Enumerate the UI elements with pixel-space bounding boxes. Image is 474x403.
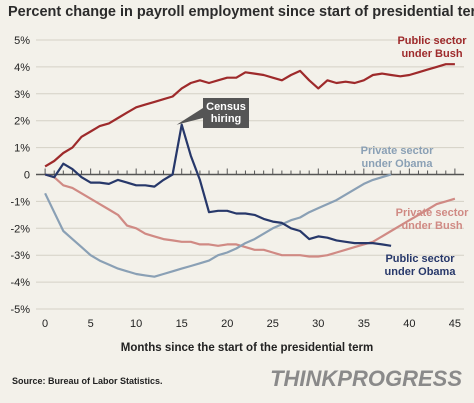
series-label: Public sector <box>397 35 467 47</box>
series-line-private-sector-under-bush <box>44 173 456 258</box>
x-tick-label: 35 <box>358 318 370 330</box>
y-tick-label: -3% <box>10 250 30 262</box>
series-label: under Bush <box>401 220 462 232</box>
y-tick-label: -4% <box>10 277 30 289</box>
series-label: under Obama <box>362 158 434 170</box>
x-tick-label: 20 <box>221 318 233 330</box>
series-label: Private sector <box>361 145 434 157</box>
series-line-public-sector-under-obama <box>44 123 392 247</box>
x-tick-label: 0 <box>42 318 48 330</box>
callout-text: Census <box>206 101 246 113</box>
chart-title: Percent change in payroll employment sin… <box>8 4 474 20</box>
series-label: Public sector <box>385 253 455 265</box>
callout-text: hiring <box>211 113 242 125</box>
thinkprogress-logo: THINKPROGRESS <box>270 366 462 391</box>
callout-pointer <box>176 108 203 125</box>
series-label: Private sector <box>396 207 469 219</box>
x-tick-label: 10 <box>130 318 142 330</box>
y-tick-label: 0 <box>24 170 30 182</box>
series-line-public-sector-under-bush <box>44 63 455 168</box>
x-axis-label: Months since the start of the presidenti… <box>121 342 373 354</box>
y-tick-label: 4% <box>14 62 30 74</box>
chart-grid: -5% -4% -3% -2% -1% 0 1% 2% 3% 4% 5% 0 5 10 15 20 25 30 35… <box>10 35 464 330</box>
source-note: Source: Bureau of Labor Statistics. <box>12 376 163 386</box>
y-tick-label: -5% <box>10 304 30 316</box>
x-tick-label: 30 <box>312 318 324 330</box>
x-tick-label: 40 <box>403 318 415 330</box>
y-tick-label: 1% <box>14 143 30 155</box>
series-line-private-sector-under-obama <box>44 173 392 278</box>
y-tick-label: 3% <box>14 89 30 101</box>
chart-series <box>44 63 456 278</box>
y-tick-label: -1% <box>10 196 30 208</box>
y-tick-label: 5% <box>14 35 30 47</box>
series-label: under Bush <box>401 48 462 60</box>
x-tick-label: 5 <box>88 318 94 330</box>
x-tick-label: 25 <box>267 318 279 330</box>
callout-box <box>203 98 249 128</box>
x-tick-label: 15 <box>176 318 188 330</box>
y-tick-label: 2% <box>14 116 30 128</box>
x-tick-label: 45 <box>449 318 461 330</box>
y-tick-label: -2% <box>10 223 30 235</box>
series-label: under Obama <box>385 266 457 278</box>
